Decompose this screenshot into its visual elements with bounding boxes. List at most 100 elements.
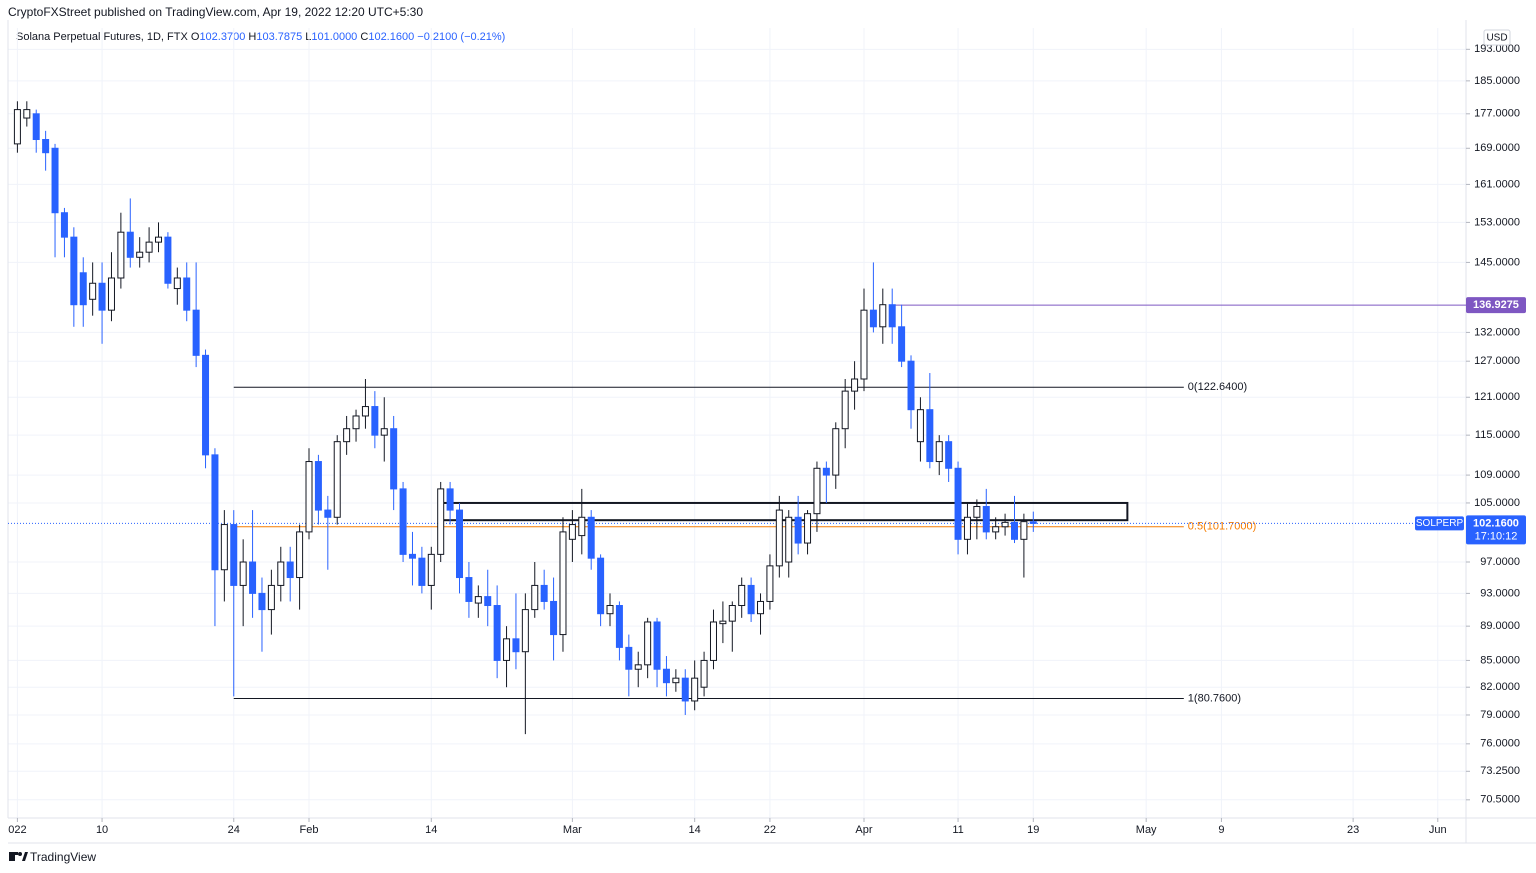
candle-body	[540, 584, 548, 602]
candle-body	[578, 516, 586, 537]
x-tick-label: May	[1136, 824, 1157, 836]
ohlc-value: 101.0000	[311, 31, 357, 43]
candle-body	[314, 461, 322, 511]
candle-body	[568, 524, 576, 540]
candle-body	[324, 509, 332, 518]
x-tick-label: Apr	[855, 824, 872, 836]
candle-body	[1010, 521, 1018, 540]
legend: Solana Perpetual Futures, 1D, FTX O102.3…	[16, 31, 505, 43]
x-tick-label: 14	[689, 824, 701, 836]
candle-body	[757, 600, 765, 615]
candle-body	[963, 516, 971, 540]
y-tick-label: 193.0000	[1474, 43, 1520, 55]
candle-body	[427, 553, 435, 586]
candle-body	[51, 147, 59, 214]
logo	[9, 852, 15, 861]
candle-body	[531, 584, 539, 611]
candle-body	[352, 415, 360, 430]
candle-body	[493, 605, 501, 661]
x-tick-label: 23	[1347, 824, 1359, 836]
candle-body	[813, 467, 821, 515]
candle-body	[145, 241, 153, 253]
candle-body	[249, 561, 257, 594]
candle-body	[42, 139, 50, 154]
candle-body	[70, 236, 78, 306]
candle-body	[361, 406, 369, 417]
candle-body	[446, 488, 454, 511]
candle-body	[691, 677, 699, 702]
candle-body	[916, 409, 924, 443]
candle-body	[202, 354, 210, 456]
candle-body	[822, 467, 830, 476]
ohlc-key: H	[248, 31, 256, 43]
candle-body	[117, 231, 125, 279]
candle-body	[437, 488, 445, 555]
y-tick-label: 185.0000	[1474, 75, 1520, 87]
candle-body	[615, 605, 623, 648]
x-tick-label: 11	[952, 824, 963, 836]
y-tick-label: 76.0000	[1480, 738, 1520, 750]
candle-body	[60, 212, 68, 238]
candle-body	[155, 236, 163, 243]
ohlc-value: 102.1600	[368, 31, 414, 43]
candle-body	[512, 638, 520, 653]
candle-body	[606, 605, 614, 615]
candle-body	[634, 664, 642, 670]
candle-body	[926, 409, 934, 463]
candle-body	[239, 561, 247, 586]
candle-body	[888, 304, 896, 328]
candle-body	[1020, 521, 1028, 540]
x-tick-label: 22	[764, 824, 776, 836]
y-tick-label: 169.0000	[1474, 142, 1520, 154]
ohlc-key: C	[360, 31, 368, 43]
last-price-label: 102.1600	[1473, 517, 1519, 529]
logo	[22, 852, 28, 861]
candle-body	[747, 584, 755, 615]
candle-body	[719, 620, 727, 625]
candle-body	[408, 553, 416, 559]
candle-body	[738, 584, 746, 607]
candle-body	[399, 488, 407, 555]
candle-body	[644, 621, 652, 666]
candle-body	[267, 584, 275, 611]
candle-body	[13, 109, 21, 145]
candle-body	[107, 277, 115, 311]
candle-body	[456, 509, 464, 579]
candle-body	[211, 454, 219, 571]
candles	[13, 101, 1037, 735]
y-tick-label: 70.5000	[1480, 794, 1520, 806]
fib-label: 0(122.6400)	[1188, 381, 1247, 393]
y-tick-label: 115.0000	[1475, 429, 1520, 441]
y-tick-label: 105.0000	[1474, 497, 1520, 509]
candle-body	[1001, 521, 1009, 528]
candle-body	[277, 561, 285, 586]
footer: TradingView	[9, 850, 96, 864]
x-tick-label: 14	[425, 824, 437, 836]
candle-body	[625, 646, 633, 670]
candle-body	[945, 441, 953, 469]
candle-body	[484, 596, 492, 607]
y-tick-label: 93.0000	[1480, 587, 1520, 599]
candle-body	[550, 600, 558, 636]
y-tick-label: 79.0000	[1480, 709, 1520, 721]
y-tick-label: 82.0000	[1480, 681, 1520, 693]
y-tick-label: 73.2500	[1480, 765, 1520, 777]
candle-body	[559, 531, 567, 636]
candle-body	[898, 326, 906, 362]
change: −0.2100 (−0.21%)	[417, 31, 505, 43]
x-tick-label: 24	[228, 824, 240, 836]
candle-body	[992, 526, 1000, 533]
candle-body	[286, 561, 294, 579]
candle-body	[333, 441, 341, 518]
symbol-label: SOLPERP	[1416, 518, 1464, 529]
candle-body	[23, 109, 31, 119]
x-tick-label: 9	[1218, 824, 1224, 836]
y-tick-label: 121.0000	[1474, 391, 1520, 403]
candle-body	[380, 428, 388, 436]
candle-body	[681, 677, 689, 702]
logo	[18, 852, 22, 856]
candle-body	[79, 272, 87, 306]
candle-body	[794, 516, 802, 544]
